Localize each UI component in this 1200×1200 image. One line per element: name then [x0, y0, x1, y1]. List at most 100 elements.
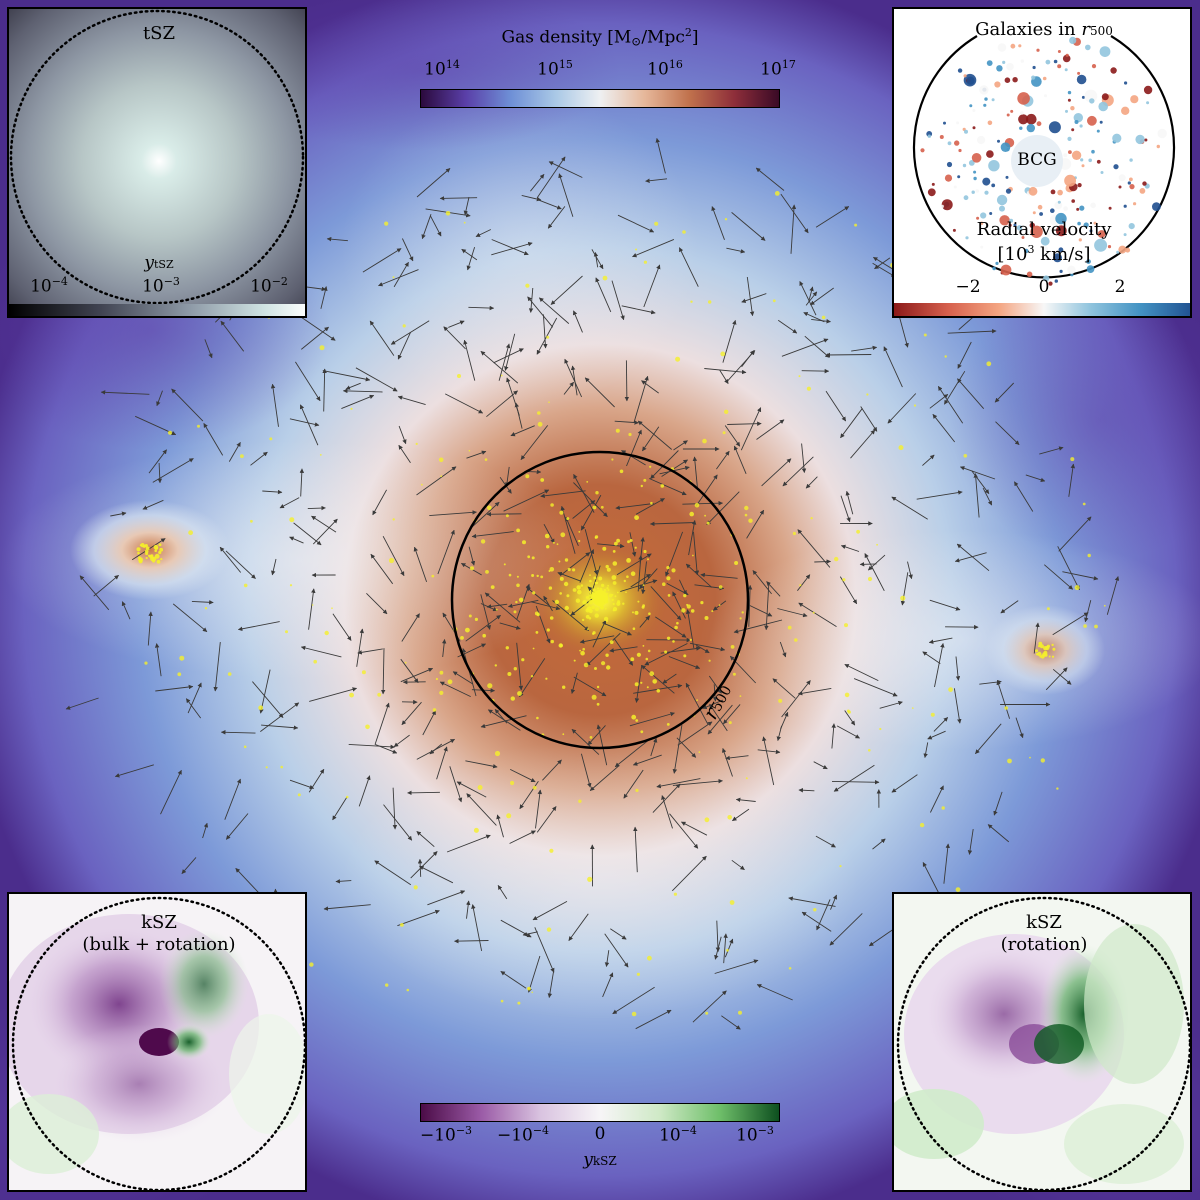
- velocity-arrow: [624, 360, 630, 402]
- galaxy-point: [289, 517, 295, 523]
- galaxy-point: [1040, 758, 1046, 763]
- galaxy-point: [136, 547, 141, 552]
- velocity-arrow: [393, 734, 410, 748]
- galaxy-point: [144, 549, 149, 554]
- galaxy-point: [388, 557, 395, 564]
- galaxy-point: [692, 554, 694, 557]
- galaxy-point: [626, 575, 629, 578]
- velocity-arrow: [955, 656, 961, 681]
- galaxy-dot: [1057, 64, 1062, 69]
- galaxy-point: [495, 608, 498, 611]
- velocity-arrow: [967, 829, 974, 855]
- galaxy-dot: [1017, 92, 1030, 105]
- galaxy-point: [158, 543, 162, 547]
- velocity-arrow: [558, 173, 574, 217]
- velocity-arrow: [741, 293, 767, 303]
- galaxy-point: [518, 597, 524, 603]
- galaxy-point: [149, 554, 153, 559]
- galaxy-point: [596, 685, 600, 689]
- galaxy-point: [1037, 651, 1042, 657]
- galaxy-point: [630, 657, 635, 662]
- galaxy-dot: [1064, 68, 1068, 72]
- galaxy-point: [1038, 644, 1041, 648]
- velocity-arrow: [813, 761, 828, 770]
- velocity-arrow: [468, 501, 500, 530]
- velocity-arrow: [471, 904, 483, 951]
- galaxy-point: [521, 658, 525, 662]
- velocity-arrow: [660, 646, 701, 654]
- velocity-arrow: [309, 687, 358, 702]
- galaxy-dot: [1156, 144, 1160, 149]
- velocity-arrow: [816, 899, 831, 931]
- tsz-map: [9, 9, 305, 316]
- galaxy-point: [912, 707, 914, 709]
- velocity-arrow: [995, 421, 1020, 446]
- velocity-arrow: [79, 575, 110, 611]
- galaxy-dot: [979, 221, 984, 225]
- velocity-arrow: [617, 214, 655, 233]
- galaxy-point: [311, 604, 314, 606]
- velocity-arrow: [844, 663, 879, 682]
- velocity-arrow: [641, 380, 659, 394]
- velocity-arrow: [289, 536, 304, 544]
- velocity-arrow: [570, 672, 578, 694]
- velocity-arrow: [480, 350, 519, 384]
- velocity-arrow: [270, 383, 279, 427]
- galaxy-point: [718, 585, 723, 589]
- galaxy-point: [563, 581, 569, 587]
- velocity-arrow: [560, 552, 591, 576]
- velocity-arrow: [810, 287, 834, 306]
- velocity-arrow: [204, 339, 213, 359]
- velocity-arrow: [704, 368, 747, 375]
- velocity-arrow: [1000, 600, 1019, 614]
- density-colorbar: [420, 89, 780, 108]
- galaxy-dot: [991, 183, 996, 188]
- galaxy-dot: [1084, 89, 1098, 103]
- galaxy-dot: [976, 216, 980, 220]
- velocity-arrow: [547, 206, 566, 229]
- velocity-arrow: [1062, 571, 1099, 581]
- velocity-arrow: [825, 352, 872, 358]
- galaxy-dot: [1108, 206, 1112, 210]
- galaxy-point: [490, 585, 495, 589]
- galaxy-point: [810, 517, 813, 520]
- velocity-arrow: [530, 601, 561, 611]
- velocity-arrow: [526, 586, 550, 606]
- velocity-arrow: [613, 638, 634, 666]
- velocity-tick: 2: [1114, 277, 1126, 297]
- velocity-arrow: [465, 760, 498, 769]
- velocity-arrow: [733, 619, 783, 634]
- velocity-arrow: [289, 779, 315, 790]
- galaxy-point: [622, 602, 625, 605]
- velocity-arrow: [589, 764, 620, 791]
- galaxy-dot: [1031, 75, 1036, 80]
- galaxy-dot: [1077, 71, 1081, 75]
- velocity-arrow: [401, 701, 422, 726]
- galaxy-point: [606, 567, 611, 572]
- velocity-arrow: [1015, 717, 1024, 739]
- galaxy-point: [632, 611, 634, 614]
- galaxy-point: [509, 780, 515, 786]
- galaxy-point: [1029, 756, 1031, 759]
- velocity-arrow: [987, 824, 1010, 843]
- galaxy-dot: [986, 150, 994, 158]
- galaxy-point: [289, 584, 293, 587]
- velocity-arrow: [725, 755, 749, 761]
- velocity-arrow: [825, 390, 847, 422]
- galaxy-dot: [1008, 223, 1012, 227]
- velocity-arrow: [382, 535, 405, 577]
- galaxy-dot: [984, 97, 988, 101]
- galaxy-point: [664, 650, 668, 654]
- galaxy-point: [589, 736, 593, 739]
- galaxy-point: [517, 691, 522, 696]
- galaxy-dot: [965, 236, 969, 240]
- galaxy-point: [748, 518, 753, 523]
- galaxy-point: [463, 221, 466, 224]
- galaxy-point: [438, 457, 444, 463]
- galaxy-point: [598, 576, 603, 581]
- galaxy-point: [531, 556, 535, 560]
- galaxy-point: [702, 438, 707, 444]
- velocity-arrow: [468, 305, 495, 311]
- velocity-arrow: [535, 605, 551, 644]
- velocity-arrow: [859, 562, 877, 567]
